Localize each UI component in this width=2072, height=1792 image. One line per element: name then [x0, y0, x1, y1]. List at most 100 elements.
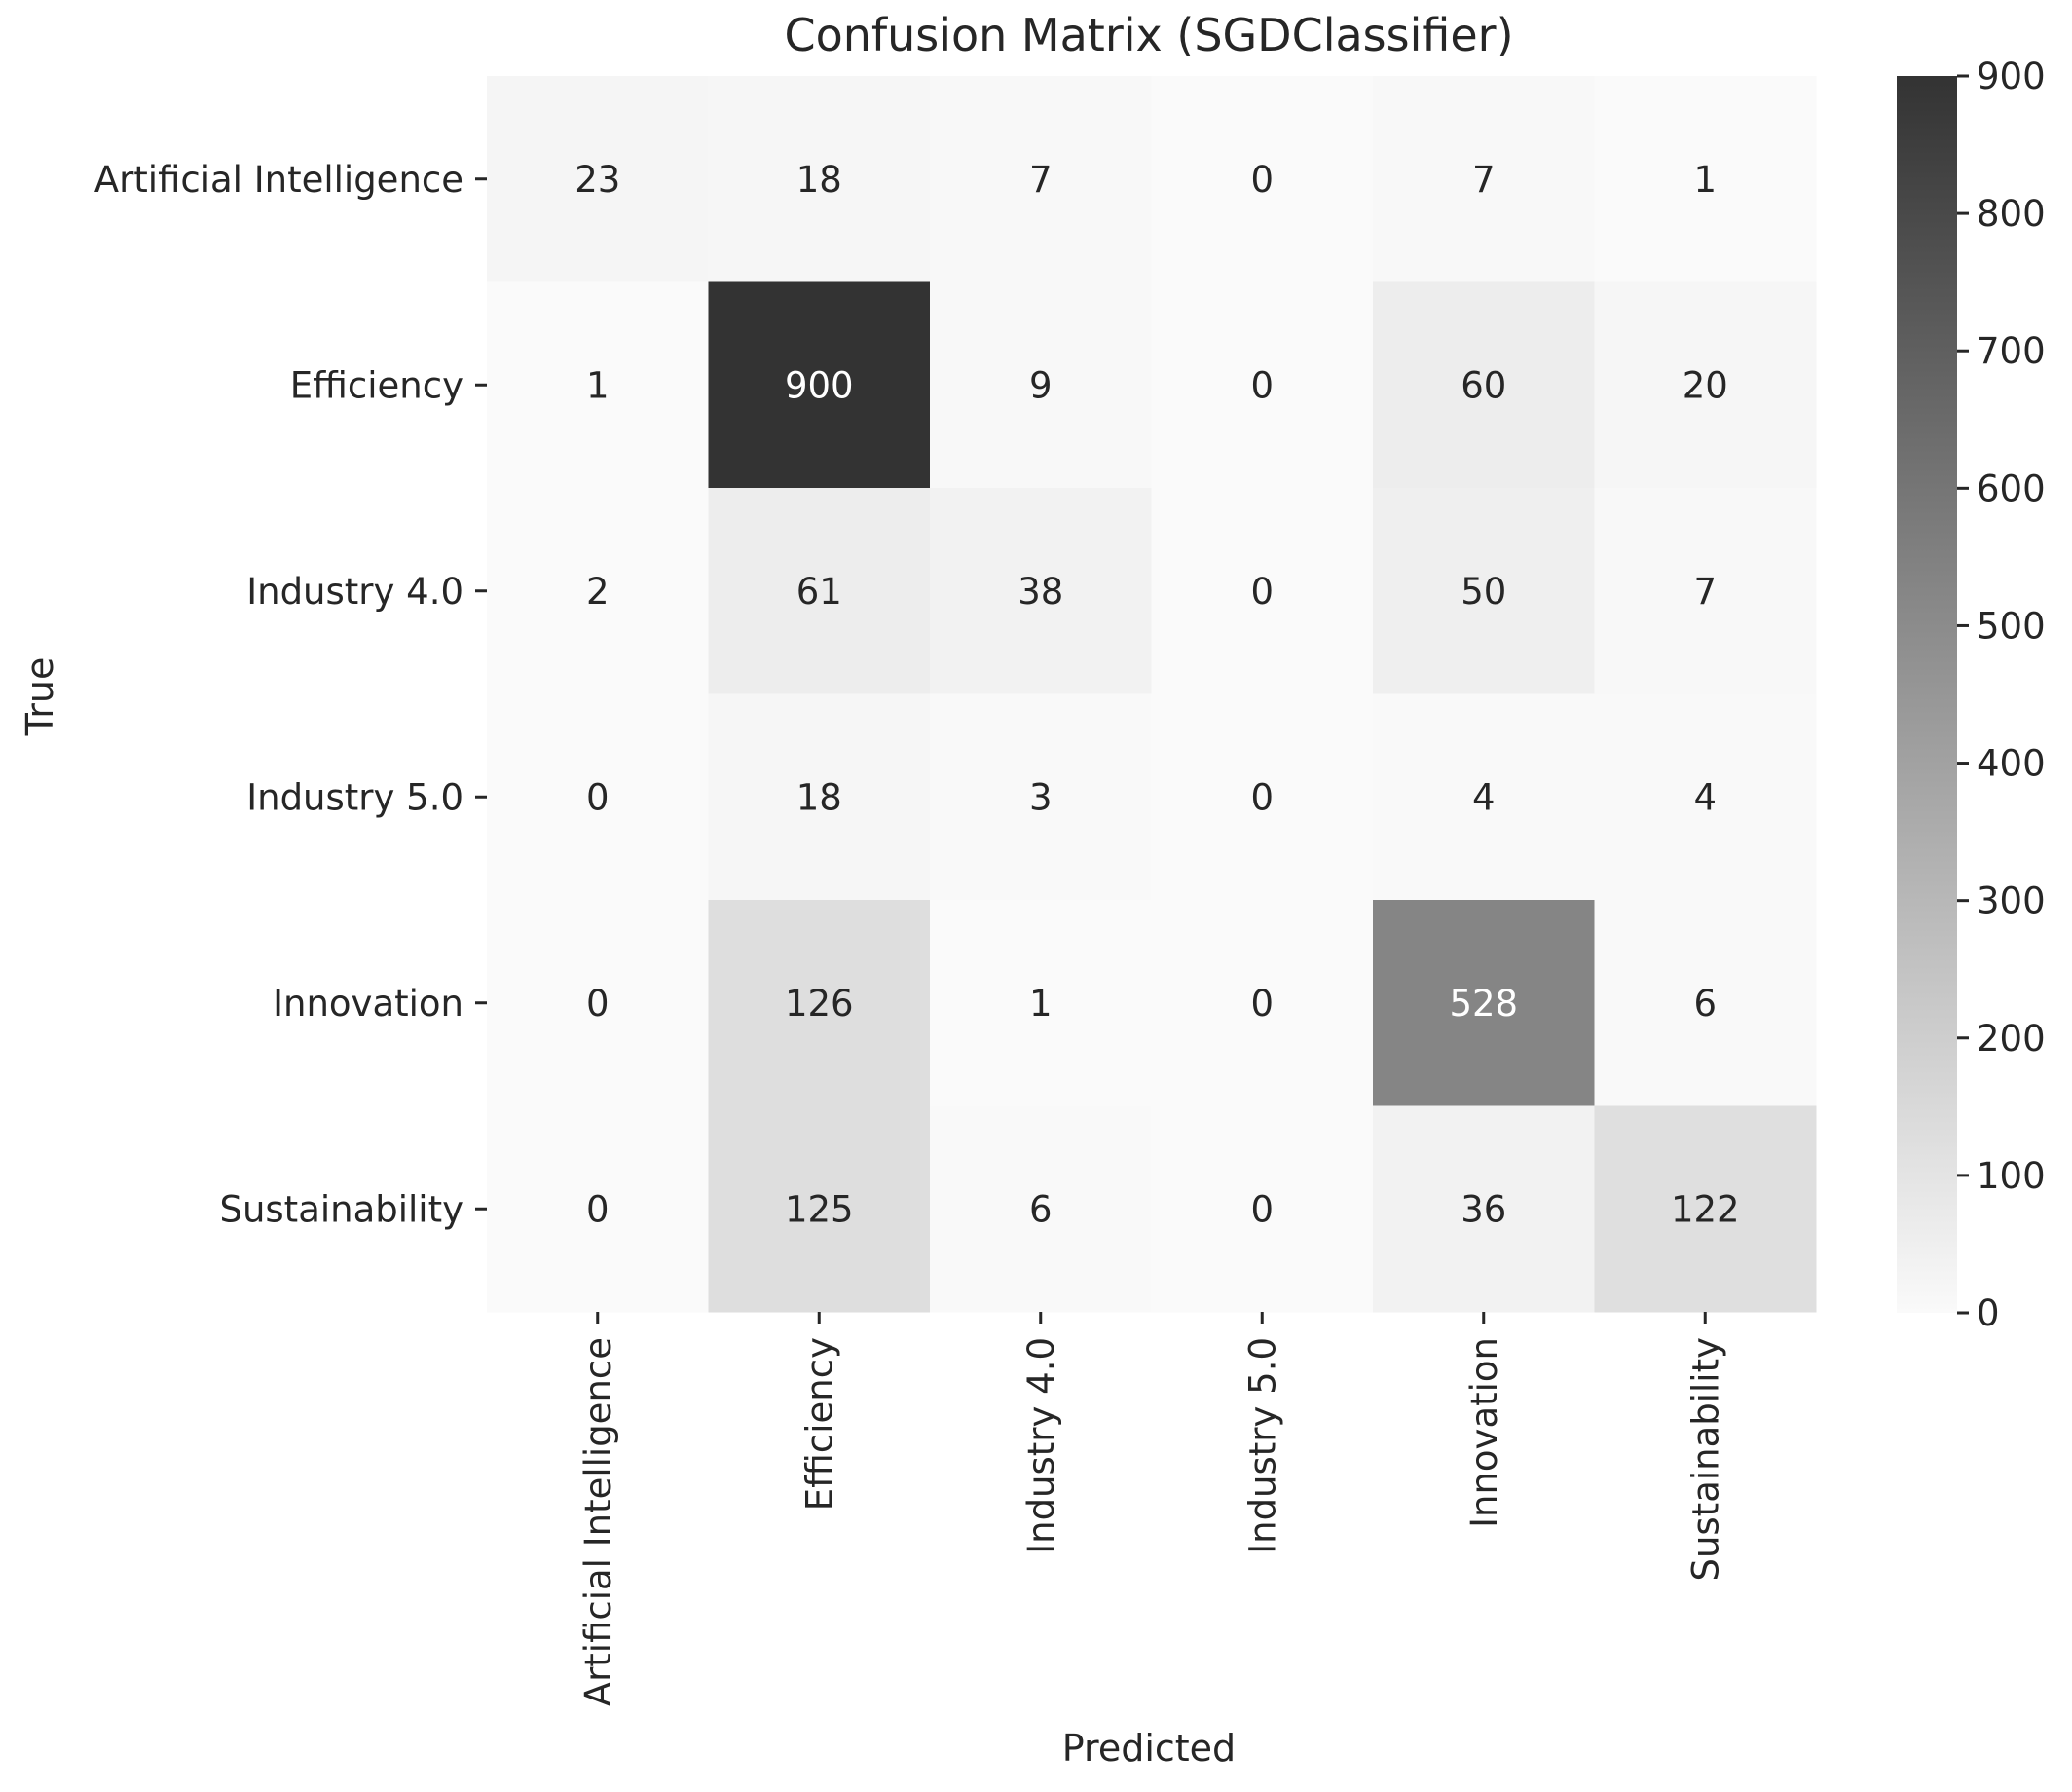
heatmap-cell: [1594, 488, 1817, 694]
colorbar-tick-label: 900: [1977, 56, 2046, 97]
heatmap-cell: [708, 1105, 931, 1313]
cell-value: 1: [1029, 983, 1053, 1025]
cell-value: 4: [1693, 776, 1717, 818]
colorbar-tick-label: 500: [1977, 605, 2046, 647]
x-tick-label: Industry 5.0: [1241, 1337, 1283, 1554]
heatmap-cell: [708, 900, 931, 1106]
heatmap-cell: [1373, 1105, 1595, 1313]
x-tick-label: Industry 4.0: [1020, 1337, 1062, 1554]
heatmap-cell: [708, 281, 931, 489]
heatmap-cell: [708, 693, 931, 901]
heatmap-cell: [930, 693, 1152, 901]
cell-value: 0: [1250, 983, 1274, 1025]
cell-value: 122: [1671, 1188, 1740, 1230]
x-tick-label: Efficiency: [798, 1337, 840, 1511]
cell-value: 1: [1693, 159, 1717, 201]
cell-value: 18: [796, 159, 842, 201]
cell-value: 0: [586, 776, 610, 818]
heatmap-cell: [1151, 488, 1374, 694]
colorbar-tick-label: 600: [1977, 467, 2046, 509]
cell-value: 3: [1029, 776, 1053, 818]
heatmap-cell: [708, 76, 931, 282]
y-tick-label: Artificial Intelligence: [94, 159, 463, 201]
cell-value: 60: [1461, 364, 1506, 406]
colorbar-tick-label: 200: [1977, 1018, 2046, 1060]
heatmap-cell: [1151, 281, 1374, 489]
cell-value: 0: [1250, 364, 1274, 406]
y-tick-label: Industry 5.0: [246, 776, 463, 818]
cell-value: 20: [1683, 364, 1728, 406]
heatmap-cell: [930, 76, 1152, 282]
heatmap-cell: [1594, 281, 1817, 489]
heatmap-cell: [1373, 900, 1595, 1106]
x-tick-label: Artificial Intelligence: [577, 1337, 619, 1706]
cell-value: 38: [1018, 571, 1063, 613]
cell-value: 0: [1250, 1188, 1274, 1230]
heatmap-cell: [930, 900, 1152, 1106]
cell-value: 7: [1693, 571, 1717, 613]
y-tick-label: Efficiency: [290, 364, 463, 406]
heatmap-cell: [1594, 900, 1817, 1106]
cell-value: 0: [586, 983, 610, 1025]
chart-title: Confusion Matrix (SGDClassifier): [784, 9, 1513, 61]
heatmap-cell: [487, 900, 709, 1106]
x-axis-label: Predicted: [1062, 1727, 1236, 1770]
cell-value: 0: [1250, 776, 1274, 818]
colorbar-tick-label: 300: [1977, 880, 2046, 922]
heatmap-cell: [487, 488, 709, 694]
cell-value: 36: [1461, 1188, 1506, 1230]
heatmap-cell: [1151, 693, 1374, 901]
heatmap-cell: [487, 76, 709, 282]
heatmap-cell: [930, 488, 1152, 694]
colorbar-axis: 0 100 200 300 400 500 600 700 800 900: [1957, 56, 2046, 1334]
heatmap-cell: [487, 1105, 709, 1313]
cell-value: 9: [1029, 364, 1053, 406]
heatmap-cell: [1151, 76, 1374, 282]
cell-value: 50: [1461, 571, 1506, 613]
heatmap-cell: [1151, 1105, 1374, 1313]
heatmap-cell: [1373, 281, 1595, 489]
colorbar-tick-label: 400: [1977, 743, 2046, 785]
heatmap-cell: [1151, 900, 1374, 1106]
x-tick-label: Sustainability: [1684, 1337, 1726, 1582]
colorbar-tick-label: 0: [1977, 1292, 2000, 1334]
heatmap-grid: 23 18 7 0 7 11 900 9 0 60 202 61 38 0 50 70 18 3 0 4 40 126 1 0…: [487, 76, 1817, 1313]
heatmap-cell: [1594, 76, 1817, 282]
heatmap-cell: [930, 1105, 1152, 1313]
cell-value: 7: [1029, 159, 1053, 201]
heatmap-cell: [1373, 488, 1595, 694]
cell-value: 61: [796, 571, 842, 613]
x-axis: Artificial Intelligence Efficiency Industr…: [577, 1312, 1726, 1706]
cell-value: 900: [785, 364, 854, 406]
y-axis-label: True: [18, 657, 61, 737]
cell-value: 4: [1472, 776, 1496, 818]
cell-value: 528: [1449, 983, 1518, 1025]
cell-value: 6: [1693, 983, 1717, 1025]
cell-value: 125: [785, 1188, 854, 1230]
heatmap-cell: [1594, 1105, 1817, 1313]
x-tick-label: Innovation: [1463, 1337, 1505, 1528]
colorbar: [1897, 76, 1957, 1313]
heatmap-cell: [487, 693, 709, 901]
cell-value: 6: [1029, 1188, 1053, 1230]
heatmap-cell: [487, 281, 709, 489]
heatmap-cell: [1373, 693, 1595, 901]
cell-value: 0: [1250, 571, 1274, 613]
cell-value: 0: [1250, 159, 1274, 201]
cell-value: 126: [785, 983, 854, 1025]
y-axis: Artificial Intelligence Efficiency Industr…: [94, 159, 487, 1230]
y-tick-label: Industry 4.0: [246, 571, 463, 613]
cell-value: 0: [586, 1188, 610, 1230]
cell-value: 7: [1472, 159, 1496, 201]
colorbar-tick-label: 800: [1977, 193, 2046, 235]
heatmap-cell: [930, 281, 1152, 489]
cell-value: 2: [586, 571, 610, 613]
heatmap-cell: [708, 488, 931, 694]
y-tick-label: Sustainability: [219, 1188, 463, 1230]
colorbar-tick-label: 100: [1977, 1155, 2046, 1197]
y-tick-label: Innovation: [273, 983, 463, 1025]
cell-value: 23: [574, 159, 620, 201]
cell-value: 18: [796, 776, 842, 818]
colorbar-tick-label: 700: [1977, 330, 2046, 372]
